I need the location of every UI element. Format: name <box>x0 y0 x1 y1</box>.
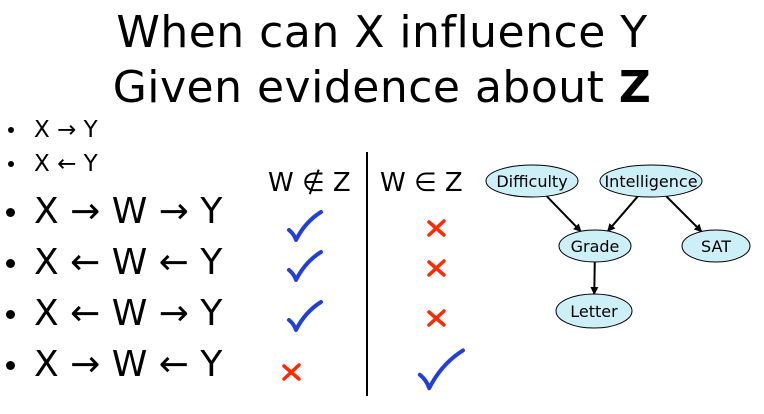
node-ellipse <box>558 229 632 263</box>
node-ellipse <box>681 229 751 263</box>
bullet-dot <box>6 361 15 370</box>
pattern-text: X → W → Y <box>34 191 223 232</box>
edge-intelligence-to-grade <box>607 195 639 232</box>
title-text-prefix: Given evidence about <box>112 62 619 113</box>
edge-intelligence-to-sat <box>665 195 703 233</box>
column-header-in-z: W ∈ Z <box>380 168 463 198</box>
node-label: Letter <box>570 302 618 321</box>
title-text: When can X influence Y <box>116 7 648 58</box>
bullet-dot <box>6 208 15 217</box>
cross-mark <box>427 309 446 327</box>
pattern-text: X ← W → Y <box>34 293 223 334</box>
check-mark <box>287 250 323 282</box>
node-sat: SAT <box>681 229 751 263</box>
node-label: Difficulty <box>496 172 567 191</box>
node-label: Intelligence <box>604 172 697 191</box>
pattern-text: X ← W ← Y <box>34 242 223 283</box>
title-line-1: When can X influence Y <box>0 8 764 58</box>
bullet-dot <box>6 310 15 319</box>
node-grade: Grade <box>558 229 632 263</box>
check-mark <box>287 300 323 332</box>
bullet-dot <box>8 127 14 133</box>
cross-mark <box>427 259 446 277</box>
node-intelligence: Intelligence <box>599 164 703 198</box>
pattern-text: X ← Y <box>34 151 98 177</box>
node-label: SAT <box>701 237 731 256</box>
node-difficulty: Difficulty <box>485 164 579 198</box>
cross-mark <box>282 363 301 381</box>
node-ellipse <box>555 293 633 329</box>
node-ellipse <box>599 164 703 198</box>
column-divider <box>366 152 368 396</box>
bullet-dot <box>8 161 14 167</box>
title-line-2: Given evidence about Z <box>0 63 764 113</box>
cross-mark <box>427 219 446 237</box>
node-label: Grade <box>571 237 620 256</box>
check-mark <box>287 210 323 242</box>
node-ellipse <box>485 164 579 198</box>
node-letter: Letter <box>555 293 633 329</box>
pattern-text: X → W ← Y <box>34 344 223 385</box>
edge-difficulty-to-grade <box>545 195 582 233</box>
bullet-dot <box>6 259 15 268</box>
pattern-text: X → Y <box>34 117 98 143</box>
column-header-not-in-z: W ∉ Z <box>268 168 351 198</box>
check-mark <box>417 348 465 391</box>
title-text-z: Z <box>618 62 652 113</box>
